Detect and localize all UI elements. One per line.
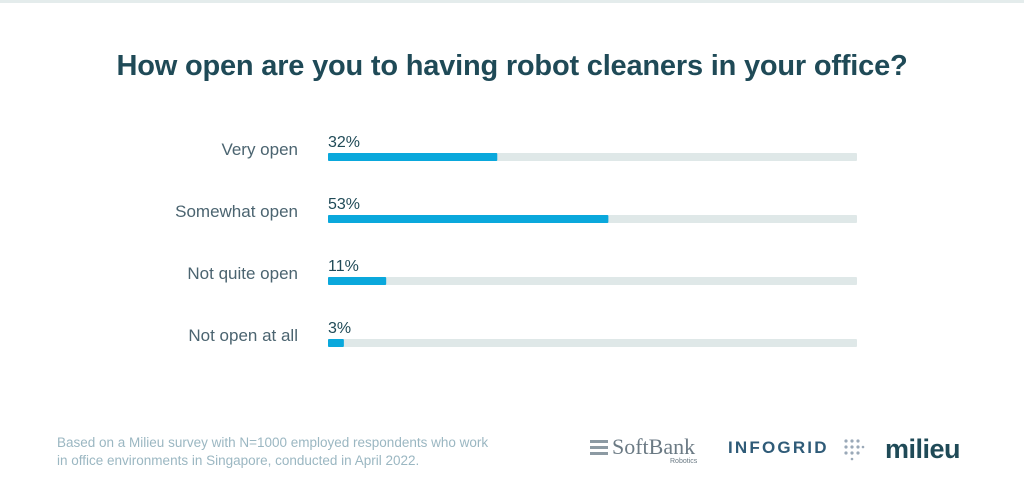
category-label: Very open [221,140,298,159]
value-label: 11% [328,258,359,275]
bar-track [328,339,857,347]
bar [328,215,609,223]
footnote-line-2: in office environments in Singapore, con… [57,453,420,468]
bar [328,153,498,161]
bar [328,339,344,347]
softbank-logo-subtext: Robotics [670,458,698,465]
infogrid-logo: INFOGRID [728,438,865,461]
softbank-bars-icon [590,440,608,456]
bar-chart: Very open 32% Somewhat open 53% Not quite op… [175,134,857,347]
milieu-logo-text: milieu [885,434,961,464]
milieu-logo: milieu [885,434,961,465]
value-label: 32% [328,134,360,151]
top-divider [0,0,1024,3]
bar [328,277,387,285]
softbank-robotics-logo: SoftBank Robotics [590,434,708,470]
chart-title: How open are you to having robot cleaner… [116,50,908,82]
footnote: Based on a Milieu survey with N=1000 emp… [57,434,557,470]
softbank-logo-text: SoftBank [612,434,696,459]
infogrid-logo-text: INFOGRID [728,438,829,457]
footnote-line-1: Based on a Milieu survey with N=1000 emp… [57,435,489,450]
category-label: Somewhat open [175,202,298,221]
category-label: Not open at all [188,326,298,345]
value-label: 53% [328,196,360,213]
infogrid-dots-icon [844,439,865,461]
bar-track [328,277,857,285]
value-label: 3% [328,320,351,337]
category-label: Not quite open [187,264,298,283]
